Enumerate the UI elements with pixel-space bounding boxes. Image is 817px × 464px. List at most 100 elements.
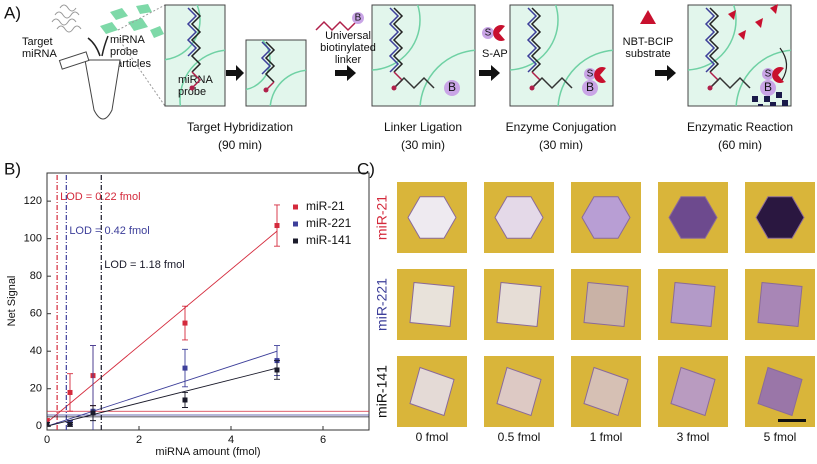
label: miRNA probe particles [110, 34, 151, 70]
point [182, 397, 188, 403]
x-tick-label: 4 [228, 434, 234, 446]
label: miRNA probe [178, 74, 213, 98]
particle [494, 196, 544, 239]
point [67, 421, 73, 427]
step-title: Enzymatic Reaction [687, 120, 793, 134]
y-tick-label: 120 [24, 195, 42, 207]
tube [84, 59, 121, 120]
particle [409, 366, 455, 417]
panel-label: A) [4, 3, 21, 22]
panel-label: B) [4, 159, 21, 178]
point [90, 410, 96, 416]
particle-box [245, 39, 307, 107]
step-time: (30 min) [539, 138, 583, 152]
biotin: B B B B [352, 12, 776, 96]
label: S-AP [482, 48, 508, 60]
biotin-label: B [586, 80, 594, 94]
y-tick-label: 100 [24, 233, 42, 245]
point [47, 421, 50, 427]
legend-label: miR-21 [306, 199, 345, 213]
fit-line [47, 230, 278, 423]
legend-label: miR-141 [306, 233, 352, 247]
lod-label: LOD = 0.42 fmol [69, 225, 149, 237]
row-label: miR-221 [374, 278, 390, 331]
product [728, 4, 778, 40]
point [182, 365, 188, 371]
biotin-label: B [355, 13, 362, 24]
plot-frame [46, 172, 370, 431]
sa-label: S [765, 69, 772, 80]
column-label: 0 fmol [416, 430, 449, 444]
particles-icon [100, 4, 164, 38]
panel-b: B) miRNA amount (fmol) Net Signal 020406… [4, 159, 370, 458]
point [67, 389, 73, 395]
particle [583, 281, 629, 328]
target-icon [51, 4, 82, 33]
legend-marker [293, 238, 298, 244]
arrow [87, 35, 109, 57]
particle [757, 281, 803, 328]
sa-label: S [587, 69, 594, 80]
streptavidin: S S S [482, 25, 784, 83]
label: NBT-BCIP substrate [623, 36, 674, 60]
y-tick-label: 60 [30, 308, 42, 320]
step-time: (90 min) [218, 138, 262, 152]
row-label: miR-21 [374, 195, 390, 240]
particle [409, 281, 455, 328]
point [47, 418, 50, 424]
label: Universal biotinylated linker [320, 30, 376, 66]
arrows [226, 65, 676, 81]
legend-marker [293, 204, 298, 210]
column-label: 3 fmol [677, 430, 710, 444]
biotin-label: B [764, 80, 772, 94]
x-tick-label: 6 [320, 434, 326, 446]
column-label: 5 fmol [764, 430, 797, 444]
fit-line [47, 350, 278, 427]
arrow [779, 47, 788, 81]
lod-label: LOD = 1.18 fmol [104, 259, 184, 271]
dots [189, 85, 713, 93]
x-tick-label: 2 [136, 434, 142, 446]
particle [755, 196, 805, 239]
point [274, 223, 280, 229]
zoom-line [117, 4, 166, 107]
x-axis-label: miRNA amount (fmol) [155, 446, 260, 458]
y-tick-label: 20 [30, 383, 42, 395]
step-title: Linker Ligation [384, 120, 462, 134]
step-time: (30 min) [401, 138, 445, 152]
step-title: Target Hybridization [187, 120, 293, 134]
tube-cap [58, 51, 90, 70]
particle [757, 366, 803, 417]
y-tick-label: 40 [30, 345, 42, 357]
y-tick-label: 0 [36, 420, 42, 432]
step-time: (60 min) [718, 138, 762, 152]
precipitate [752, 92, 788, 106]
panel-label: C) [357, 159, 375, 178]
point [182, 320, 188, 326]
error-bar [90, 345, 96, 430]
column-label: 0.5 fmol [498, 430, 541, 444]
x-tick-label: 0 [44, 434, 50, 446]
scale-bar [778, 419, 806, 422]
point [274, 367, 280, 373]
particle [581, 196, 631, 239]
step-title: Enzyme Conjugation [506, 120, 617, 134]
strands [186, 7, 751, 91]
substrate-icon [640, 10, 656, 24]
fit-line [47, 367, 278, 427]
particle [668, 196, 718, 239]
row-label: miR-141 [374, 365, 390, 418]
legend-label: miR-221 [306, 216, 352, 230]
particle [407, 196, 457, 239]
particle [670, 366, 716, 417]
label: Target miRNA [22, 36, 57, 60]
particle [496, 281, 542, 328]
biotin-label: B [448, 80, 456, 94]
lod-label: LOD = 0.22 fmol [60, 191, 140, 203]
y-tick-label: 80 [30, 270, 42, 282]
particle [670, 281, 716, 328]
sa-label: S [485, 28, 492, 39]
particle [583, 366, 629, 417]
legend-marker [293, 221, 298, 227]
